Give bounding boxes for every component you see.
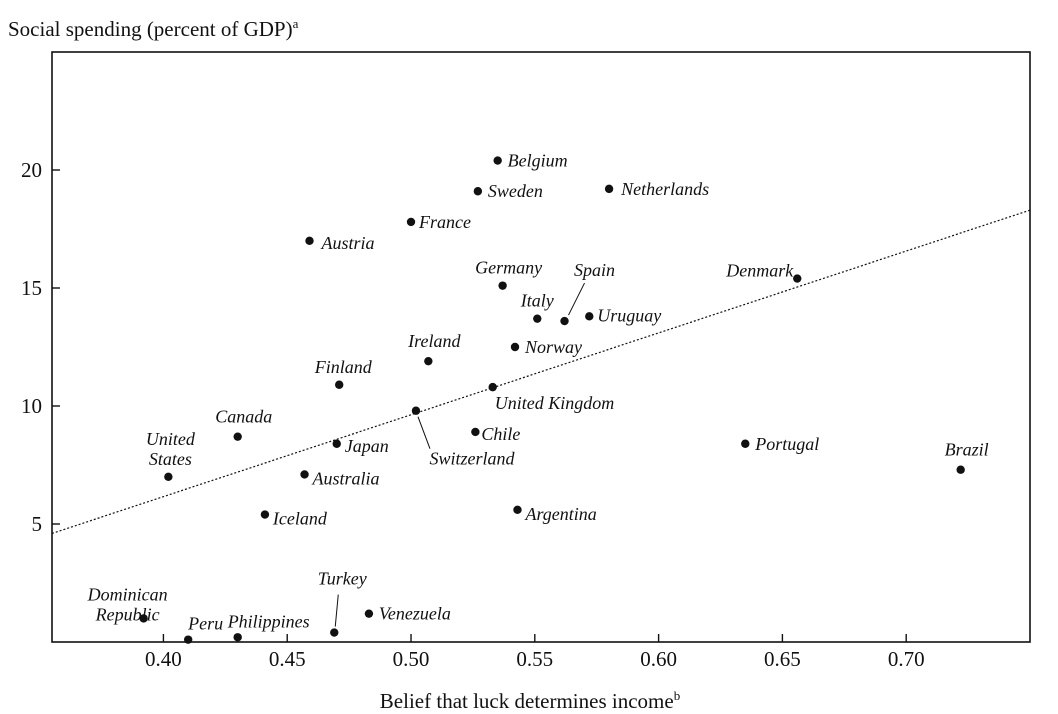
point-label-united-states: United States: [146, 429, 196, 469]
data-point-japan: [332, 439, 341, 448]
point-label-netherlands: Netherlands: [620, 179, 709, 199]
x-axis-ticks: 0.40 0.45 0.50 0.55 0.60 0.65 0.70: [145, 634, 925, 671]
data-point-chile: [471, 427, 480, 437]
point-label-canada: Canada: [215, 407, 272, 427]
data-point-canada: [233, 432, 242, 441]
point-label-uruguay: Uruguay: [597, 305, 661, 325]
data-point-belgium: [493, 156, 502, 165]
y-axis-title: Social spending (percent of GDP)a: [8, 16, 299, 41]
data-point-denmark: [793, 274, 802, 283]
data-point-argentina: [513, 505, 522, 515]
point-label-france: France: [418, 212, 471, 232]
point-label-chile: Chile: [481, 424, 520, 444]
data-point-italy: [533, 314, 542, 323]
point-label-denmark: Denmark: [725, 261, 794, 281]
point-label-dominican-republic: Dominican Republic: [87, 584, 168, 624]
leader-line-switzerland: [417, 416, 431, 449]
point-label-austria: Austria: [320, 233, 374, 253]
point-label-spain: Spain: [574, 260, 615, 280]
x-tick-label: 0.70: [888, 647, 925, 671]
data-point-australia: [300, 470, 309, 479]
leader-line-turkey: [334, 594, 339, 627]
point-label-finland: Finland: [314, 357, 373, 377]
data-point-uruguay: [585, 312, 594, 321]
x-tick-label: 0.45: [269, 647, 306, 671]
data-point-philippines: [233, 633, 242, 642]
x-tick-label: 0.55: [516, 647, 553, 671]
data-point-finland: [335, 380, 344, 389]
point-label-sweden: Sweden: [488, 181, 543, 201]
point-label-italy: Italy: [520, 291, 554, 311]
data-point-germany: [498, 281, 507, 290]
data-point-peru: [183, 635, 193, 644]
label-leader-lines: [334, 282, 585, 627]
y-tick-label: 15: [21, 276, 42, 300]
data-point-switzerland: [411, 406, 421, 415]
data-point-dominican-republic: [139, 614, 148, 623]
data-point-turkey: [330, 628, 339, 637]
point-label-belgium: Belgium: [508, 151, 568, 171]
data-point-france: [406, 217, 416, 227]
x-axis-title: Belief that luck determines incomeb: [380, 688, 680, 713]
data-point-portugal: [741, 439, 750, 448]
y-tick-label: 10: [21, 394, 42, 418]
data-point-ireland: [424, 356, 433, 366]
y-tick-label: 5: [32, 512, 43, 536]
point-label-japan: Japan: [345, 436, 389, 456]
data-point-norway: [510, 342, 520, 352]
point-label-venezuela: Venezuela: [379, 604, 451, 624]
data-point-spain: [560, 316, 569, 326]
point-labels: Belgium Sweden Netherlands France Austria Ger…: [87, 151, 989, 634]
x-tick-label: 0.40: [145, 647, 182, 671]
point-label-portugal: Portugal: [754, 434, 819, 454]
x-tick-label: 0.50: [393, 647, 430, 671]
point-label-peru: Peru: [187, 614, 223, 634]
point-label-australia: Australia: [312, 468, 380, 488]
point-label-united-kingdom: United Kingdom: [495, 393, 615, 413]
data-points: [139, 156, 965, 644]
data-point-sweden: [473, 187, 483, 196]
data-point-netherlands: [604, 184, 614, 194]
y-tick-label: 20: [21, 158, 42, 182]
x-tick-label: 0.65: [764, 647, 801, 671]
point-label-iceland: Iceland: [272, 509, 328, 529]
point-label-philippines: Philippines: [227, 611, 310, 631]
leader-line-spain: [568, 282, 585, 316]
data-point-iceland: [260, 510, 270, 519]
data-point-brazil: [956, 465, 965, 474]
data-point-united-states: [164, 472, 173, 481]
data-point-venezuela: [364, 609, 374, 618]
point-label-argentina: Argentina: [524, 504, 596, 524]
point-label-germany: Germany: [475, 258, 542, 278]
y-axis-ticks: 5 10 15 20: [21, 158, 60, 536]
data-point-austria: [305, 236, 314, 245]
point-label-brazil: Brazil: [945, 440, 989, 460]
point-label-switzerland: Switzerland: [429, 449, 515, 469]
point-label-norway: Norway: [524, 337, 582, 357]
data-point-united-kingdom: [488, 382, 497, 392]
point-label-turkey: Turkey: [318, 569, 367, 589]
point-label-ireland: Ireland: [407, 331, 461, 351]
plot-frame: [51, 51, 1031, 643]
x-tick-label: 0.60: [640, 647, 677, 671]
